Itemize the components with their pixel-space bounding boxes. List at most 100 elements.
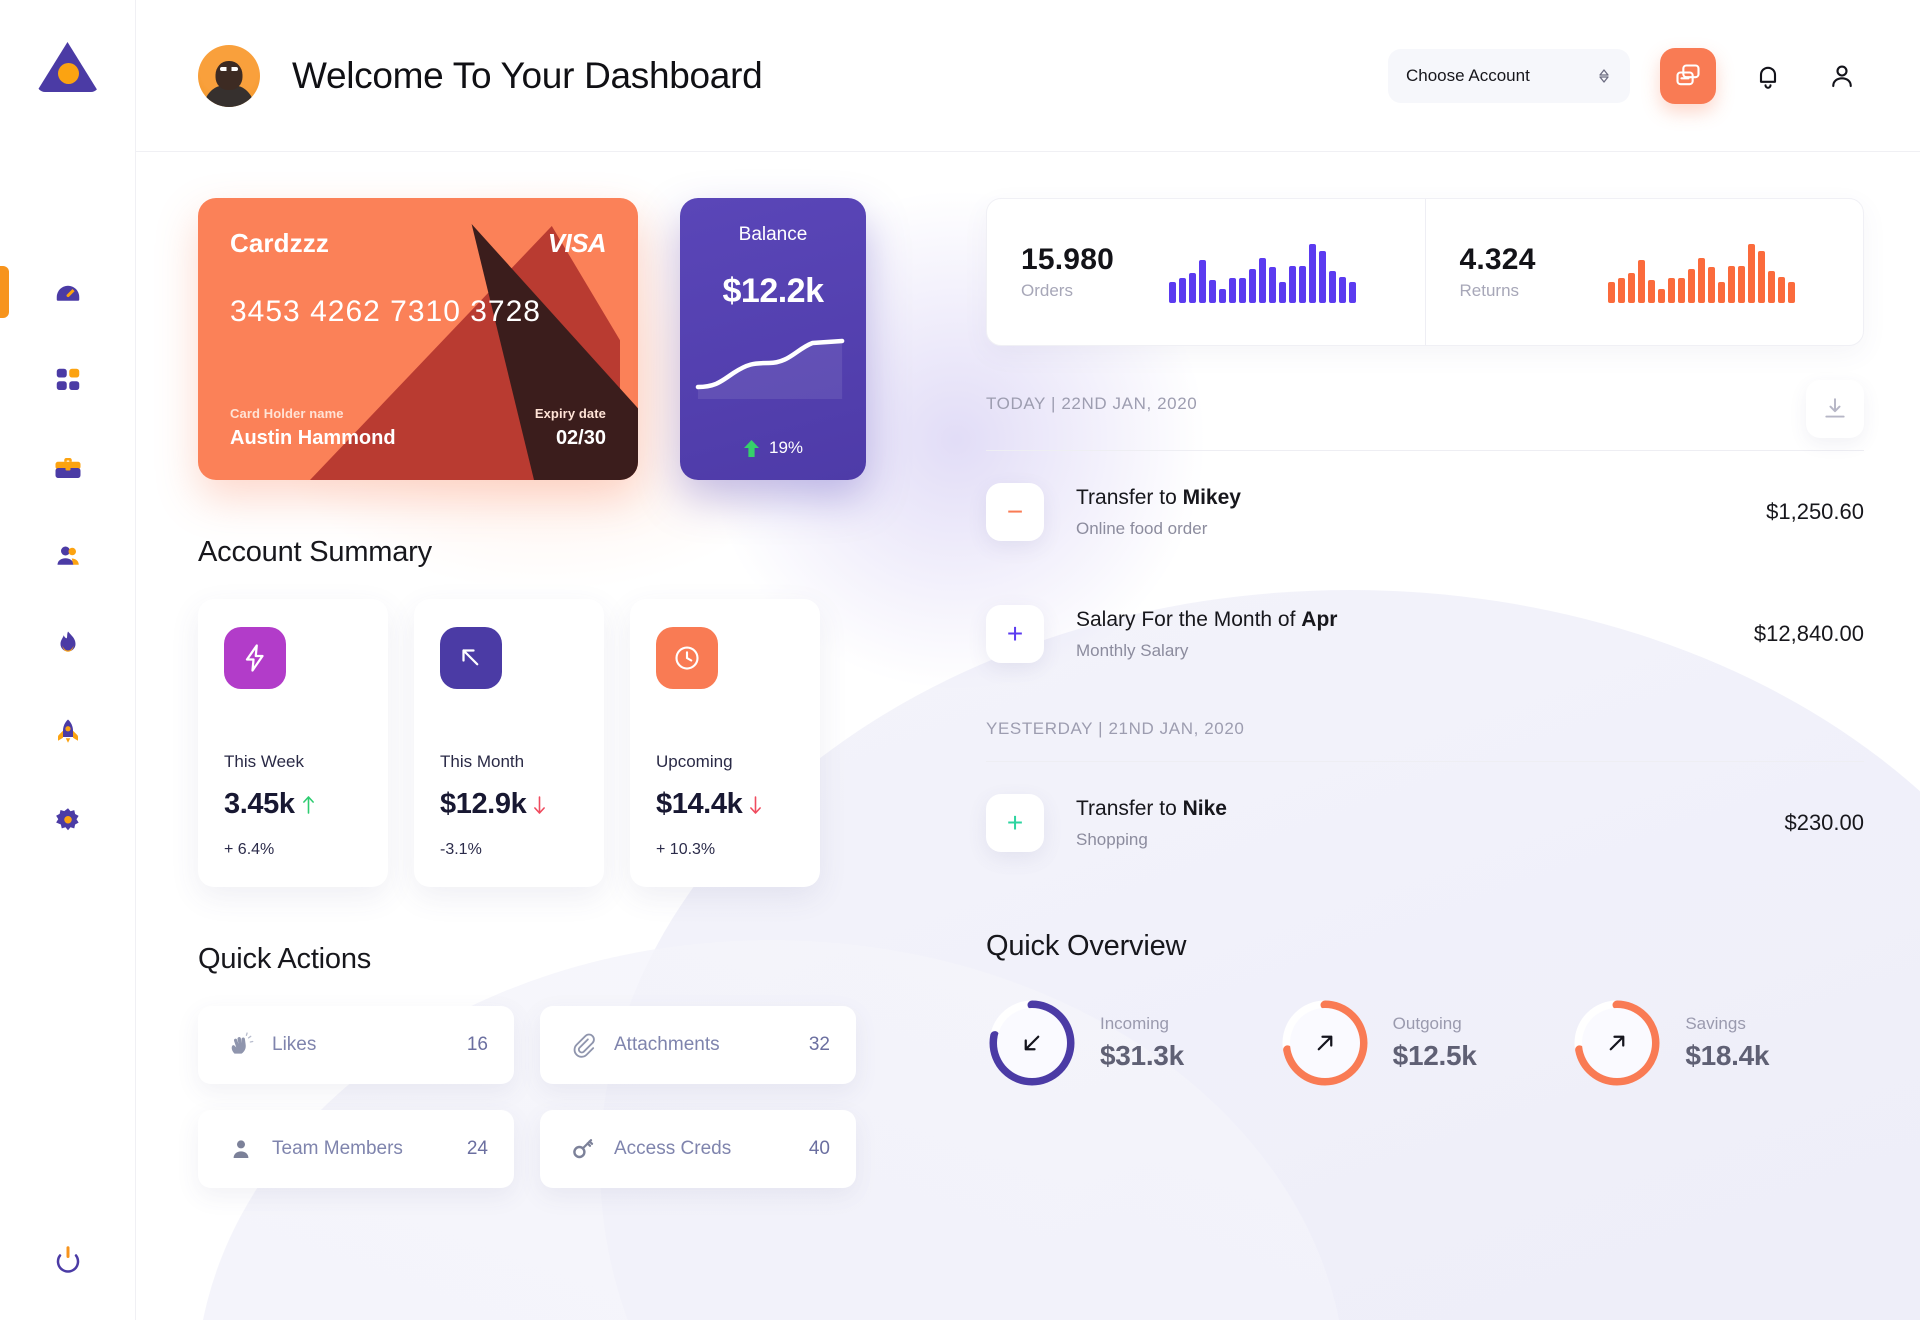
- transaction-row-nike[interactable]: + Transfer to Nike Shopping $230.00: [986, 762, 1864, 884]
- flame-icon: [60, 631, 75, 652]
- incoming-text: Incoming $31.3k: [1100, 1014, 1184, 1072]
- incoming-donut-center: [997, 1008, 1067, 1078]
- transaction-title: Transfer to Nike: [1076, 797, 1227, 821]
- transaction-body: Transfer to Mikey Online food order: [1076, 486, 1241, 539]
- quick-action-team-members[interactable]: Team Members 24: [198, 1110, 514, 1188]
- quick-action-likes[interactable]: Likes 16: [198, 1006, 514, 1084]
- transaction-sign-badge: +: [986, 605, 1044, 663]
- summary-value-row: 3.45k: [224, 788, 362, 821]
- bar: [1229, 278, 1236, 303]
- bar: [1757, 250, 1765, 303]
- transaction-title-bold: Nike: [1182, 796, 1227, 820]
- chat-icon: [1676, 63, 1700, 85]
- header-actions: Choose Account: [1388, 47, 1864, 104]
- sidebar-item-dashboard[interactable]: [0, 266, 135, 318]
- summary-label: Upcoming: [656, 752, 733, 771]
- bar: [1169, 282, 1176, 303]
- transaction-subtitle: Monthly Salary: [1076, 640, 1189, 660]
- bar: [1249, 268, 1256, 303]
- returns-bar-chart: [1607, 241, 1795, 303]
- quick-action-attachments[interactable]: Attachments 32: [540, 1006, 856, 1084]
- stats-panel: 15.980 Orders 4.324 Returns: [986, 198, 1864, 346]
- balance-card[interactable]: Balance $12.2k 19%: [680, 198, 866, 480]
- account-select[interactable]: Choose Account: [1388, 48, 1630, 103]
- profile-button[interactable]: [1820, 54, 1864, 98]
- stat-returns-label: Returns: [1459, 281, 1520, 300]
- gauge-icon: [56, 285, 79, 301]
- bar: [1777, 276, 1785, 303]
- credit-card[interactable]: Cardzzz VISA 3453 4262 7310 3728 Card Ho…: [198, 198, 638, 480]
- transaction-sign-badge: +: [986, 794, 1044, 852]
- user-avatar[interactable]: [198, 44, 260, 107]
- bar: [1697, 257, 1705, 303]
- summary-label: This Week: [224, 752, 304, 771]
- bolt-icon-wrap: [224, 627, 286, 689]
- arrow-up-left-icon-wrap: [440, 627, 502, 689]
- stat-returns-value: 4.324: [1459, 243, 1536, 276]
- sidebar-item-settings[interactable]: [0, 798, 135, 842]
- person-icon: [1832, 64, 1852, 87]
- transaction-body: Transfer to Nike Shopping: [1076, 797, 1227, 850]
- transaction-row-salary[interactable]: + Salary For the Month of Apr Monthly Sa…: [986, 573, 1864, 695]
- sidebar-item-business[interactable]: [0, 446, 135, 490]
- transaction-title-bold: Mikey: [1182, 485, 1241, 509]
- overview-value: $18.4k: [1685, 1040, 1770, 1071]
- sidebar-item-contacts[interactable]: [0, 534, 135, 578]
- arrow-up-right-icon: [1317, 1035, 1333, 1051]
- overview-value: $31.3k: [1100, 1040, 1184, 1071]
- sidebar-item-trending[interactable]: [0, 622, 135, 666]
- transaction-title: Transfer to Mikey: [1076, 486, 1241, 510]
- quick-actions-grid: Likes 16 Attachments 32: [198, 1006, 898, 1188]
- overview-item-savings[interactable]: Savings $18.4k: [1571, 997, 1864, 1089]
- quick-action-count: 24: [466, 1138, 488, 1159]
- top-header: Welcome To Your Dashboard Choose Account: [136, 0, 1920, 152]
- download-button[interactable]: [1806, 380, 1864, 438]
- summary-card-this-month[interactable]: This Month $12.9k -3.1%: [414, 599, 604, 887]
- logout-button[interactable]: [53, 1244, 83, 1274]
- transaction-date-label: TODAY | 22ND JAN, 2020: [986, 394, 1198, 413]
- gear-icon: [55, 808, 79, 831]
- bar: [1309, 243, 1316, 303]
- stat-orders-value: 15.980: [1021, 243, 1114, 276]
- stat-orders-text: 15.980 Orders: [1021, 243, 1151, 301]
- transaction-row-mikey[interactable]: − Transfer to Mikey Online food order $1…: [986, 451, 1864, 573]
- page-title: Welcome To Your Dashboard: [292, 54, 763, 96]
- sidebar-nav: [0, 266, 135, 842]
- overview-item-outgoing[interactable]: Outgoing $12.5k: [1279, 997, 1572, 1089]
- grid-icon: [56, 368, 79, 390]
- app-logo[interactable]: [36, 36, 99, 98]
- bar: [1677, 278, 1685, 303]
- savings-donut: [1571, 997, 1663, 1089]
- bar: [1747, 243, 1755, 303]
- logo-dot: [57, 63, 79, 84]
- quick-overview-title: Quick Overview: [986, 930, 1187, 962]
- transactions-header-yesterday: YESTERDAY | 21ND JAN, 2020: [986, 719, 1864, 762]
- transaction-amount: $230.00: [1784, 810, 1864, 835]
- bar: [1329, 271, 1336, 303]
- quick-action-count: 32: [808, 1034, 830, 1055]
- transaction-subtitle: Shopping: [1076, 829, 1148, 849]
- messages-button[interactable]: [1660, 47, 1716, 104]
- transaction-body: Salary For the Month of Apr Monthly Sala…: [1076, 608, 1337, 661]
- transaction-amount: $12,840.00: [1753, 621, 1864, 646]
- sidebar-item-apps[interactable]: [0, 358, 135, 402]
- credit-card-content: Cardzzz VISA 3453 4262 7310 3728 Card Ho…: [198, 198, 638, 480]
- overview-item-incoming[interactable]: Incoming $31.3k: [986, 997, 1279, 1089]
- bar: [1717, 282, 1725, 303]
- card-expiry-label: Expiry date: [534, 406, 606, 421]
- card-holder-block: Card Holder name Austin Hammond: [230, 406, 396, 450]
- summary-delta: + 6.4%: [224, 841, 275, 858]
- left-column: Cardzzz VISA 3453 4262 7310 3728 Card Ho…: [198, 198, 898, 1320]
- arrow-up-right-icon: [1609, 1035, 1625, 1051]
- stat-orders-label: Orders: [1021, 281, 1073, 300]
- trend-up-icon: [302, 795, 314, 814]
- summary-card-upcoming[interactable]: Upcoming $14.4k + 10.3%: [630, 599, 820, 887]
- summary-card-this-week[interactable]: This Week 3.45k + 6.4%: [198, 599, 388, 887]
- sidebar-item-launch[interactable]: [0, 710, 135, 754]
- quick-action-access-creds[interactable]: Access Creds 40: [540, 1110, 856, 1188]
- bar: [1239, 278, 1246, 303]
- bar: [1219, 289, 1226, 303]
- rocket-icon: [57, 719, 78, 743]
- notifications-button[interactable]: [1746, 54, 1790, 98]
- credit-card-top: Cardzzz VISA: [230, 228, 607, 259]
